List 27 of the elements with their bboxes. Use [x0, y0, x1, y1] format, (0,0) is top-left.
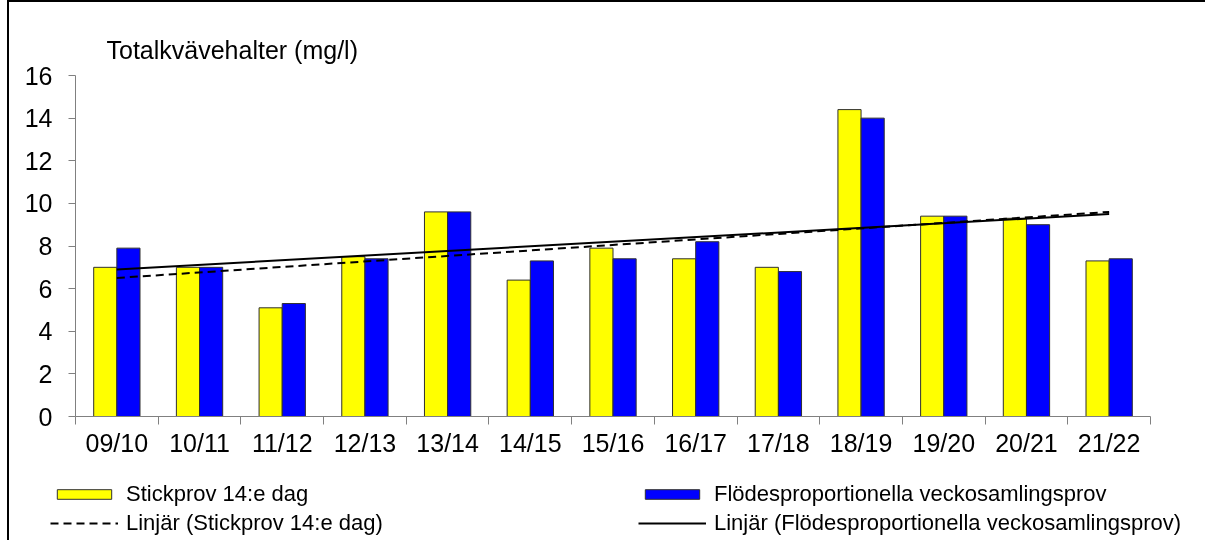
- y-tick-label: 2: [38, 359, 53, 388]
- legend-label: Linjär (Stickprov 14:e dag): [126, 510, 384, 536]
- x-tick-label: 20/21: [995, 428, 1058, 457]
- x-tick-label: 14/15: [499, 428, 562, 457]
- legend-label: Flödesproportionella veckosamlingsprov: [714, 481, 1108, 507]
- y-tick-label: 6: [38, 274, 53, 303]
- y-tick-label: 4: [38, 317, 53, 346]
- x-tick-label: 19/20: [912, 428, 976, 457]
- x-tick-label: 13/14: [416, 428, 479, 457]
- x-tick-label: 12/13: [333, 428, 397, 457]
- y-tick-label: 0: [38, 402, 53, 431]
- x-tick-label: 09/10: [85, 428, 149, 457]
- x-tick-label: 17/18: [747, 428, 810, 457]
- y-tick-label: 14: [24, 104, 53, 133]
- legend-label: Stickprov 14:e dag: [126, 481, 310, 507]
- x-tick-label: 21/22: [1077, 428, 1141, 457]
- x-tick-label: 15/16: [581, 428, 645, 457]
- x-tick-label: 18/19: [829, 428, 893, 457]
- y-tick-label: 12: [24, 146, 53, 175]
- y-axis-title: Totalkvävehalter (mg/l): [106, 35, 358, 64]
- x-tick-label: 11/12: [251, 428, 313, 457]
- y-tick-label: 10: [24, 189, 53, 218]
- x-tick-label: 16/17: [664, 428, 727, 457]
- y-tick-label: 16: [24, 61, 53, 90]
- x-tick-label: 10/11: [169, 428, 230, 457]
- legend-label: Linjär (Flödesproportionella veckosamlingsprov): [714, 510, 1183, 536]
- y-tick-label: 8: [38, 232, 53, 260]
